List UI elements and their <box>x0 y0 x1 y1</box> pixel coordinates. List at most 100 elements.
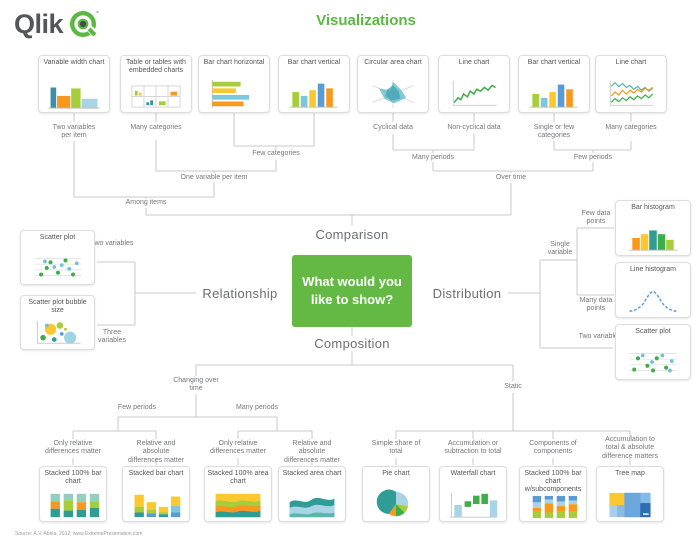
card-title: Variable width chart <box>43 59 105 66</box>
card-scatter-plot-bubble-size: Scatter plot bubble size <box>20 295 95 350</box>
label-many-data-points: Many data points <box>579 297 613 313</box>
stacked-100-area-chart-thumb <box>215 493 261 518</box>
label-many-categories-left: Many categories <box>130 124 182 131</box>
card-title: Line chart <box>615 59 647 66</box>
card-bar-chart-horizontal: Bar chart horizontal <box>198 55 270 113</box>
card-circular-area-chart: Circular area chart <box>357 55 429 113</box>
stacked-area-chart-thumb <box>289 497 335 518</box>
wires-bottom-stubs <box>72 458 631 465</box>
table-with-embedded-charts-thumb <box>131 85 181 108</box>
card-stacked-area-chart: Stacked area chart <box>278 466 346 522</box>
wires-top-right <box>392 113 632 215</box>
card-title: Stacked bar chart <box>128 470 184 477</box>
label-changing-over-time: Changing over time <box>173 377 219 393</box>
card-title: Bar chart horizontal <box>203 59 265 66</box>
label-two-variables-per-item: Two variables per item <box>52 124 96 140</box>
card-bar-chart-vertical-1: Bar chart vertical <box>278 55 350 113</box>
wires-distribution <box>508 227 614 349</box>
central-question-box: What would you like to show? <box>292 255 412 327</box>
card-title: Bar chart vertical <box>287 59 341 66</box>
label-many-periods-bottom: Many periods <box>235 404 279 411</box>
card-title: Line histogram <box>630 266 676 273</box>
card-variable-width-chart: Variable width chart <box>38 55 110 113</box>
bar-chart-horizontal-thumb <box>211 79 250 109</box>
card-title: Circular area chart <box>364 59 422 66</box>
card-title: Waterfall chart <box>450 470 496 477</box>
label-three-variables: Three variables <box>97 329 126 345</box>
card-tree-map: Tree map <box>596 466 664 522</box>
bar-chart-vertical-thumb <box>529 84 578 108</box>
card-line-chart-multi: Line chart <box>595 55 667 113</box>
card-title: Stacked 100% bar chart <box>44 470 102 485</box>
stacked-100-bar-chart-thumb <box>50 493 100 518</box>
label-two-variables-relationship: Two variables <box>90 240 134 247</box>
label-simple-share-of-total: Simple share of total <box>371 440 421 456</box>
qlik-logo: Qlik <box>14 8 100 40</box>
card-title: Bar chart vertical <box>527 59 581 66</box>
label-only-relative-1: Only relative differences matter <box>45 440 101 456</box>
label-few-categories: Few categories <box>252 150 300 157</box>
card-title: Tree map <box>615 470 645 477</box>
card-scatter-plot-distribution: Scatter plot <box>615 324 691 380</box>
label-non-cyclical-data: Non-cyclical data <box>447 124 501 131</box>
qlik-q-icon <box>70 10 99 37</box>
card-title: Line chart <box>458 59 490 66</box>
waterfall-chart-thumb <box>449 492 498 518</box>
card-line-chart-single: Line chart <box>438 55 510 113</box>
scatter-plot-thumb <box>629 353 677 373</box>
card-bar-histogram: Bar histogram <box>615 200 691 256</box>
label-many-categories-right: Many categories <box>605 124 657 131</box>
tree-map-thumb <box>609 492 651 518</box>
card-title: Scatter plot <box>39 234 76 241</box>
label-among-items: Among items <box>125 199 167 206</box>
label-few-periods-top: Few periods <box>573 154 613 161</box>
label-single-variable: Single variable <box>547 241 573 257</box>
label-cyclical-data: Cyclical data <box>373 124 413 131</box>
card-title: Stacked area chart <box>282 470 342 477</box>
label-relative-absolute-1: Relative and absolute differences matter <box>128 440 184 464</box>
label-many-periods-top: Many periods <box>411 154 455 161</box>
label-accumulation-or-subtraction: Accumulation or subtraction to total <box>444 440 502 456</box>
wires-relationship <box>97 261 196 326</box>
card-scatter-plot-relationship: Scatter plot <box>20 230 95 285</box>
label-static: Static <box>504 383 522 390</box>
label-relative-absolute-2: Relative and absolute differences matter <box>284 440 340 464</box>
stacked-bar-chart-thumb <box>134 494 181 518</box>
card-title: Scatter plot bubble size <box>28 299 87 314</box>
label-over-time: Over time <box>495 174 527 181</box>
card-bar-chart-vertical-2: Bar chart vertical <box>518 55 590 113</box>
card-title: Scatter plot <box>635 328 671 335</box>
card-title: Table or tables with embedded charts <box>126 59 186 74</box>
branch-comparison: Comparison <box>315 227 389 242</box>
source-credit: Source: A.V. Abela, 2012, www.ExtremePre… <box>15 531 143 537</box>
card-table-embedded-charts: Table or tables with embedded charts <box>120 55 192 113</box>
card-stacked-100-area-chart: Stacked 100% area chart <box>204 466 272 522</box>
line-chart-multi-thumb <box>609 80 654 106</box>
card-stacked-100-bar-chart: Stacked 100% bar chart <box>39 466 107 522</box>
label-two-variables-distribution: Two variables <box>578 333 622 340</box>
card-title: Pie chart <box>382 470 410 477</box>
card-line-histogram: Line histogram <box>615 262 691 318</box>
bar-chart-vertical-thumb <box>289 83 338 108</box>
label-components-of-components: Components of components <box>529 440 577 456</box>
branch-distribution: Distribution <box>432 286 502 301</box>
scatter-plot-thumb <box>34 258 81 277</box>
line-chart-single-thumb <box>452 80 497 106</box>
card-pie-chart: Pie chart <box>362 466 430 522</box>
label-only-relative-2: Only relative differences matter <box>210 440 266 456</box>
label-one-variable-per-item: One variable per item <box>180 174 248 181</box>
line-histogram-thumb <box>629 290 677 312</box>
pie-chart-thumb <box>376 489 409 517</box>
variable-width-chart-thumb <box>48 87 100 109</box>
card-title: Stacked 100% bar chart w/subcomponents <box>524 470 582 493</box>
card-title: Stacked 100% area chart <box>207 470 269 485</box>
card-stacked-100-bar-subcomponents: Stacked 100% bar chart w/subcomponents <box>519 466 587 522</box>
branch-relationship: Relationship <box>202 286 278 301</box>
wires-top-left <box>73 113 511 225</box>
label-single-or-few-categories: Single or few categories <box>533 124 575 140</box>
stacked-100-bar-chart-subcomponents-thumb <box>532 495 577 519</box>
page-title: Visualizations <box>316 12 416 29</box>
wires-composition <box>72 327 631 439</box>
